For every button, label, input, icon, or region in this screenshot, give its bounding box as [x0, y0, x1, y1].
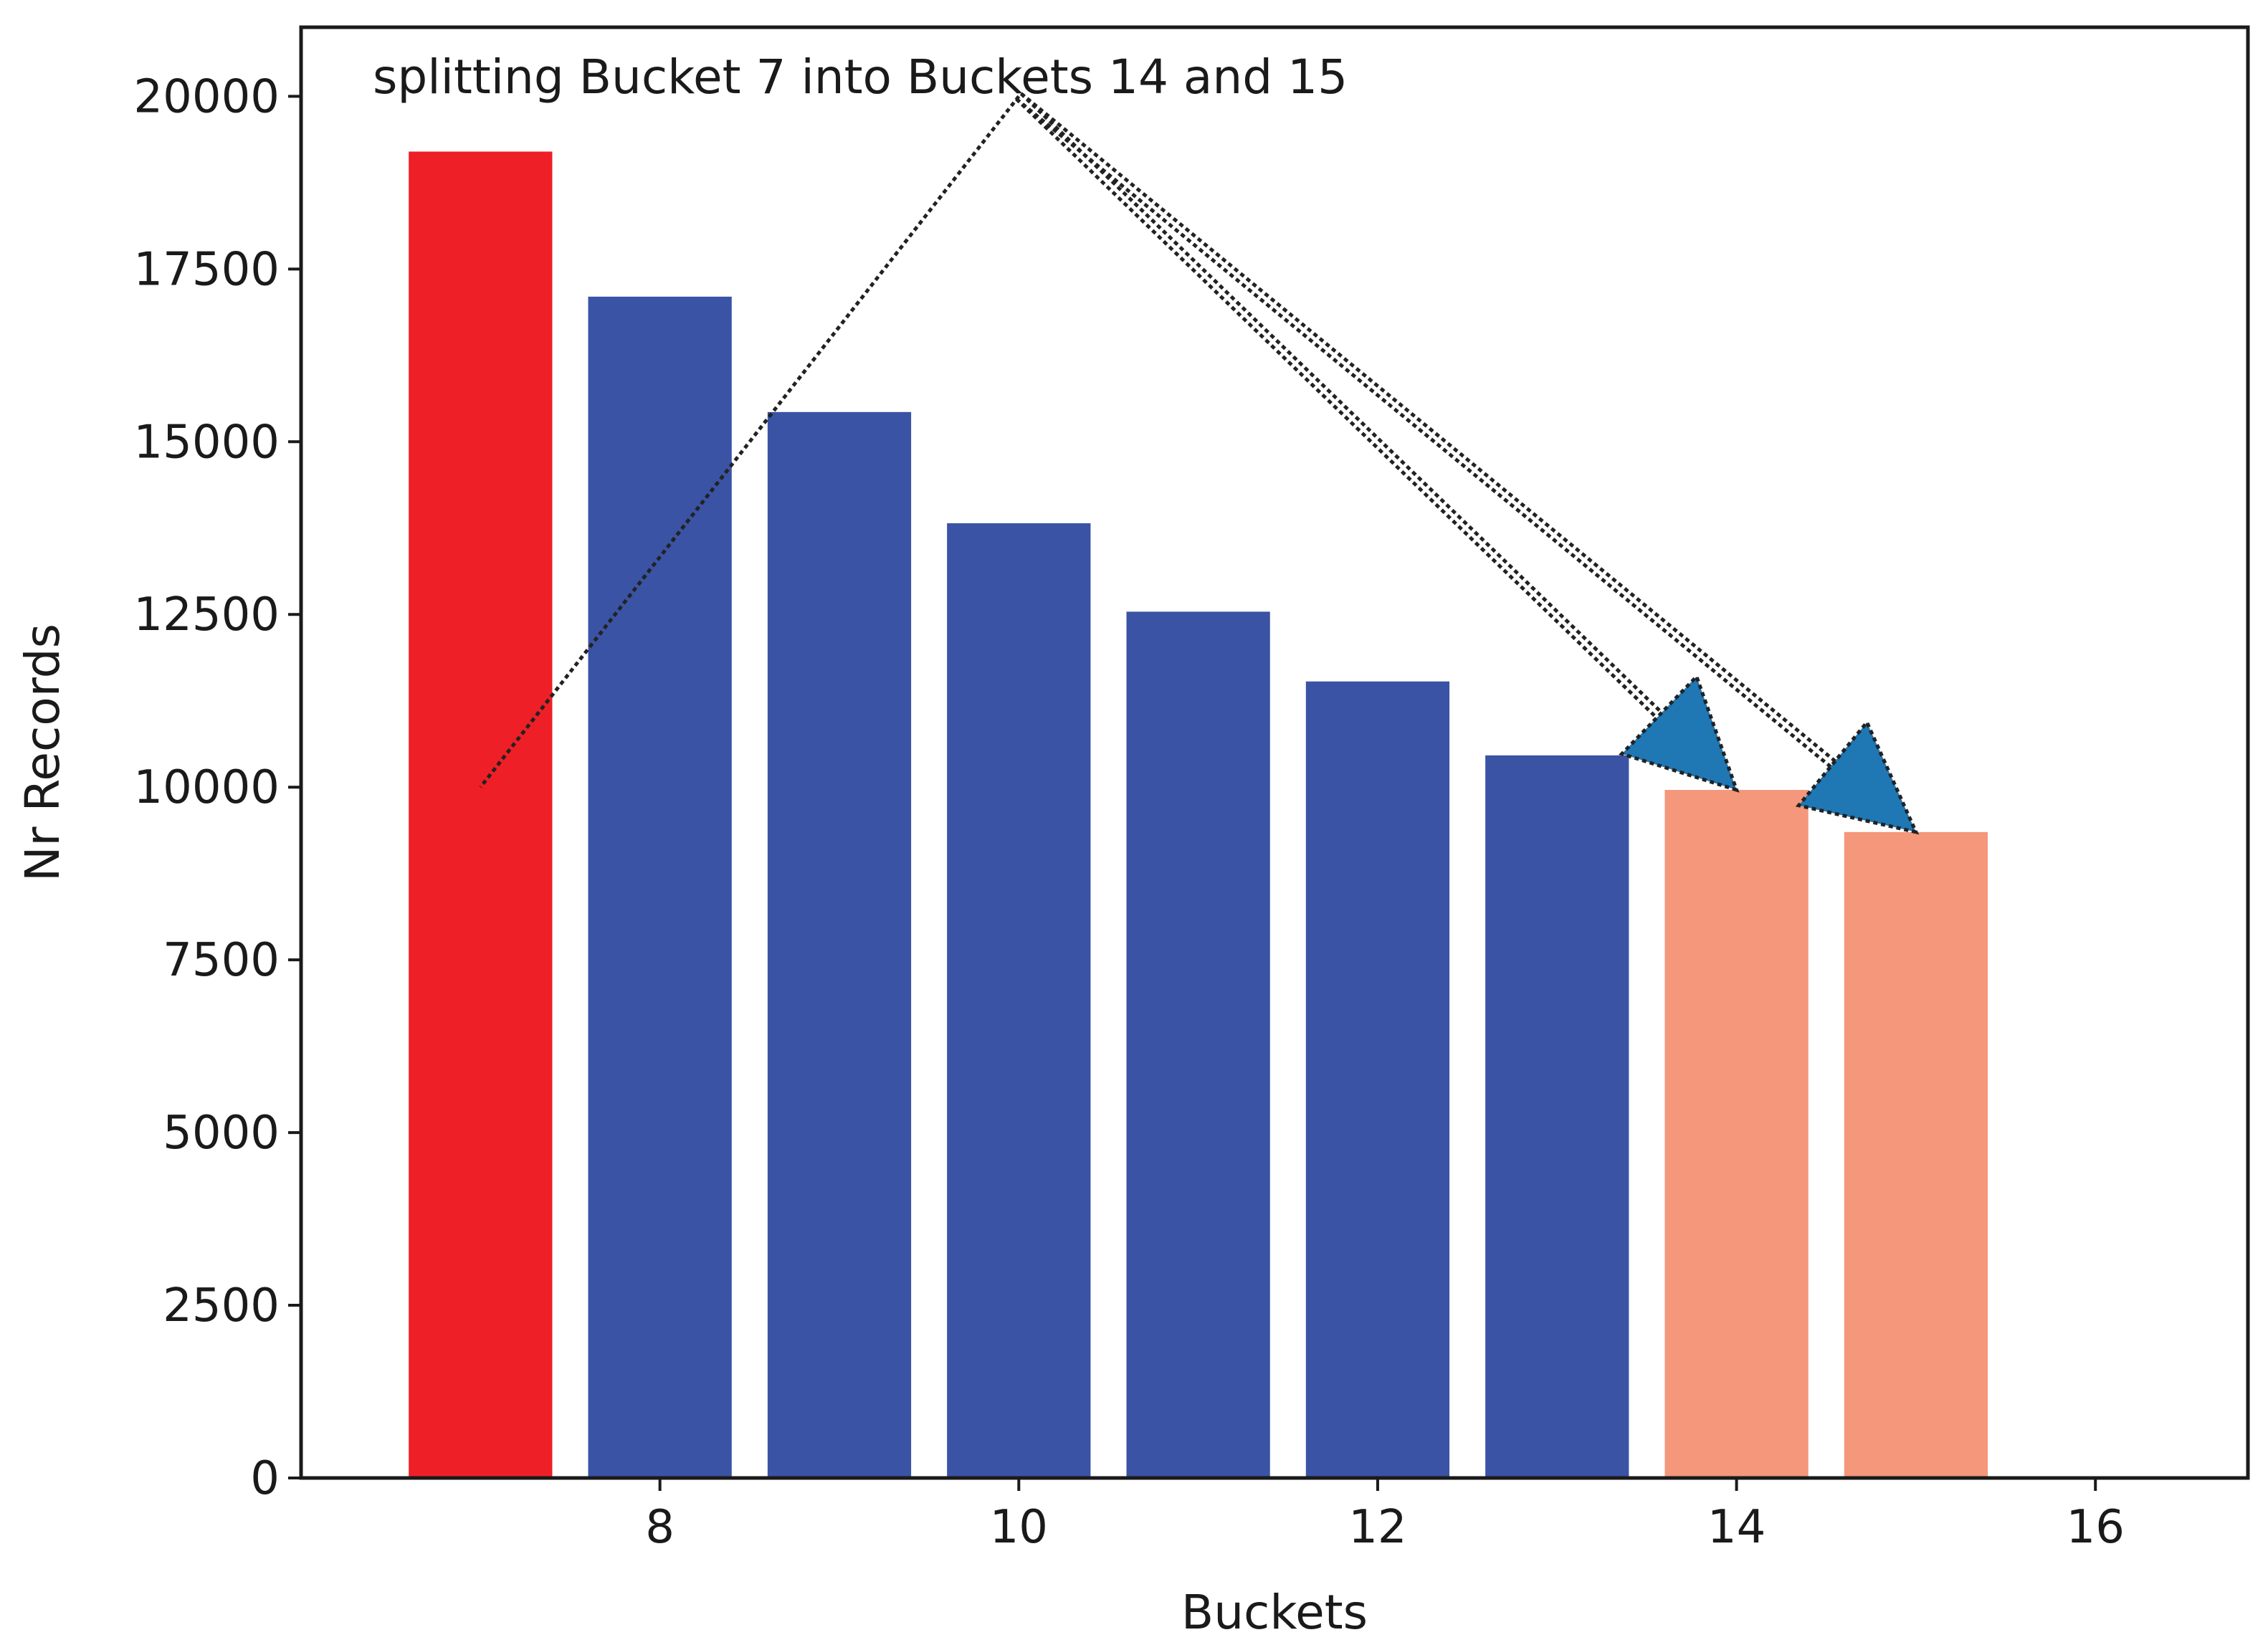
annotation — [479, 92, 1920, 835]
x-tick-label: 14 — [1707, 1501, 1766, 1554]
annotation-arrowhead-bucket-15 — [1795, 719, 1920, 835]
x-axis-title: Buckets — [1181, 1585, 1368, 1640]
plot-frame — [299, 25, 2250, 1480]
y-tick-label: 12500 — [133, 588, 280, 642]
x-tick-label: 16 — [2067, 1501, 2125, 1554]
bars — [409, 151, 1988, 1479]
x-axis-ticks: 8 10 12 14 16 — [645, 1478, 2125, 1554]
y-axis-ticks: 0 2500 5000 7500 10000 12500 15000 17500 20000 — [133, 70, 301, 1505]
annotation-text: splitting Bucket 7 into Buckets 14 and 1… — [373, 49, 1348, 105]
y-tick-label: 2500 — [163, 1279, 280, 1332]
y-tick-label: 20000 — [133, 70, 280, 123]
bar-bucket-10 — [947, 523, 1091, 1478]
bar-bucket-14 — [1664, 790, 1809, 1478]
y-tick-label: 0 — [250, 1452, 280, 1505]
annotation-line-source — [479, 95, 1021, 788]
x-tick-label: 12 — [1348, 1501, 1406, 1554]
bar-bucket-13 — [1485, 755, 1629, 1478]
y-tick-label: 10000 — [133, 761, 280, 814]
bar-bucket-7 — [409, 151, 553, 1478]
bar-bucket-12 — [1305, 681, 1450, 1479]
annotation-arrow-shaft — [1019, 92, 1836, 763]
x-tick-label: 10 — [990, 1501, 1048, 1554]
bar-bucket-9 — [767, 411, 912, 1478]
bar-bucket-8 — [588, 296, 732, 1478]
bar-bucket-11 — [1126, 611, 1270, 1479]
y-tick-label: 5000 — [163, 1107, 280, 1160]
x-tick-label: 8 — [645, 1501, 675, 1554]
y-tick-label: 17500 — [133, 243, 280, 296]
annotation-arrowhead-bucket-14 — [1618, 673, 1740, 793]
y-tick-label: 15000 — [133, 416, 280, 469]
annotation-arrow-shaft — [1015, 97, 1658, 720]
bar-bucket-15 — [1844, 831, 1988, 1478]
y-axis-title: Nr Records — [15, 624, 70, 882]
y-tick-label: 7500 — [163, 934, 280, 987]
annotation-arrow-shaft — [1015, 97, 1832, 768]
annotation-arrow-shaft — [1020, 92, 1663, 715]
